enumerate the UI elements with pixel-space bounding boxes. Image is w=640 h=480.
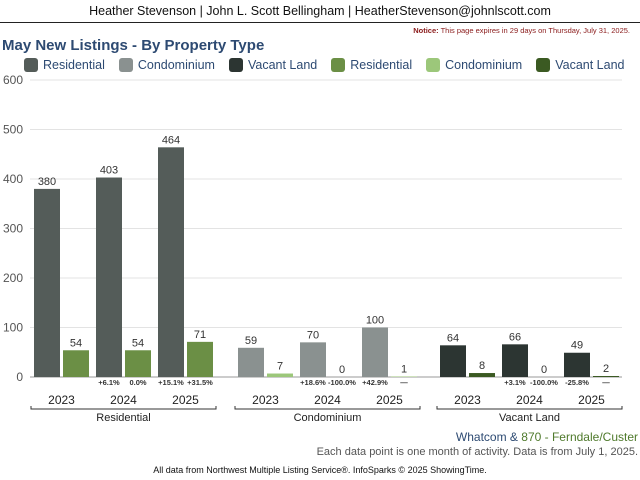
y-tick-label: 400 xyxy=(3,172,23,186)
bar-secondary xyxy=(593,376,619,377)
y-tick-label: 0 xyxy=(16,370,23,384)
legend-item-condominium-all[interactable]: Condominium xyxy=(118,58,215,72)
y-tick-label: 600 xyxy=(3,73,23,87)
legend-swatch xyxy=(228,58,243,72)
data-label: 49 xyxy=(571,340,583,352)
data-note: Each data point is one month of activity… xyxy=(316,446,638,458)
change-label: -100.0% xyxy=(328,378,356,387)
bar-primary xyxy=(564,352,590,377)
data-label: 7 xyxy=(277,361,283,373)
bar-primary xyxy=(34,188,60,377)
bar-secondary xyxy=(125,350,151,377)
group-bracket xyxy=(30,406,217,410)
chart-legend: Residential Condominium Vacant Land Resi… xyxy=(24,57,625,73)
x-tick-label-year: 2024 xyxy=(314,393,341,407)
data-label: 0 xyxy=(541,364,547,376)
bar-primary xyxy=(440,345,466,377)
data-label: 380 xyxy=(38,176,56,188)
legend-swatch xyxy=(426,58,441,72)
change-label: +15.1% xyxy=(158,378,184,387)
data-label: 54 xyxy=(132,337,144,349)
change-label: +42.9% xyxy=(362,378,388,387)
bar-primary xyxy=(502,344,528,377)
change-label: -100.0% xyxy=(530,378,558,387)
bar-secondary xyxy=(63,350,89,377)
x-tick-label-year: 2025 xyxy=(376,393,403,407)
data-label: 59 xyxy=(245,335,257,347)
area-amp: & xyxy=(506,430,522,444)
notice-label: Notice: xyxy=(413,26,439,35)
x-tick-label-year: 2024 xyxy=(110,393,137,407)
legend-item-residential-area[interactable]: Residential xyxy=(331,58,412,72)
change-label: -25.8% xyxy=(565,378,589,387)
legend-label: Residential xyxy=(350,58,413,72)
change-label: — xyxy=(400,378,408,387)
x-tick-label-year: 2023 xyxy=(252,393,279,407)
data-label: 54 xyxy=(70,337,82,349)
bar-primary xyxy=(362,327,388,377)
bar-secondary xyxy=(187,341,213,377)
change-label: +31.5% xyxy=(187,378,213,387)
legend-label: Condominium xyxy=(137,58,215,72)
data-label: 464 xyxy=(162,134,180,146)
bar-secondary xyxy=(469,373,495,377)
x-tick-label-year: 2025 xyxy=(578,393,605,407)
y-tick-label: 200 xyxy=(3,271,23,285)
x-tick-label-year: 2023 xyxy=(48,393,75,407)
legend-item-condominium-area[interactable]: Condominium xyxy=(426,58,522,72)
y-tick-label: 300 xyxy=(3,222,23,236)
chart-title: May New Listings - By Property Type xyxy=(2,37,265,54)
expiry-notice: Notice: This page expires in 29 days on … xyxy=(413,26,630,35)
legend-item-residential-all[interactable]: Residential xyxy=(24,58,105,72)
x-group-label: Residential xyxy=(96,412,150,424)
y-tick-label: 100 xyxy=(3,321,23,335)
change-label: +18.6% xyxy=(300,378,326,387)
data-label: 403 xyxy=(100,165,118,177)
legend-swatch xyxy=(536,58,551,72)
bar-primary xyxy=(238,347,264,377)
bar-primary xyxy=(96,177,122,377)
change-label: — xyxy=(602,378,610,387)
legend-swatch xyxy=(331,58,346,72)
data-label: 1 xyxy=(401,364,407,376)
legend-item-vacant-land-all[interactable]: Vacant Land xyxy=(228,58,318,72)
x-tick-label-year: 2024 xyxy=(516,393,543,407)
data-label: 66 xyxy=(509,331,521,343)
bar-secondary xyxy=(267,373,293,377)
data-label: 0 xyxy=(339,364,345,376)
bar-primary xyxy=(158,147,184,377)
area-label: Whatcom & 870 - Ferndale/Custer xyxy=(456,430,638,444)
bar-primary xyxy=(300,342,326,377)
legend-swatch xyxy=(24,58,38,72)
header-text: Heather Stevenson | John L. Scott Bellin… xyxy=(89,4,551,18)
data-label: 64 xyxy=(447,332,459,344)
legend-label: Vacant Land xyxy=(247,58,318,72)
legend-item-vacant-land-area[interactable]: Vacant Land xyxy=(536,58,625,72)
group-bracket xyxy=(234,406,421,410)
data-source: All data from Northwest Multiple Listing… xyxy=(153,465,487,475)
data-label: 70 xyxy=(307,329,319,341)
group-bracket xyxy=(436,406,623,410)
legend-swatch xyxy=(118,58,133,72)
change-label: 0.0% xyxy=(129,378,146,387)
data-label: 100 xyxy=(366,315,384,327)
x-group-label: Condominium xyxy=(294,412,362,424)
x-tick-label-year: 2025 xyxy=(172,393,199,407)
change-label: +3.1% xyxy=(504,378,526,387)
legend-label: Condominium xyxy=(445,58,523,72)
data-label: 71 xyxy=(194,329,206,341)
change-label: +6.1% xyxy=(98,378,120,387)
data-label: 8 xyxy=(479,360,485,372)
legend-label: Residential xyxy=(43,58,105,72)
area-name-2: 870 - Ferndale/Custer xyxy=(521,430,638,444)
x-tick-label-year: 2023 xyxy=(454,393,481,407)
x-group-label: Vacant Land xyxy=(499,412,560,424)
page-header: Heather Stevenson | John L. Scott Bellin… xyxy=(0,0,640,23)
area-name-1: Whatcom xyxy=(455,430,507,444)
y-tick-label: 500 xyxy=(3,123,23,137)
data-label: 2 xyxy=(603,363,609,375)
notice-text: This page expires in 29 days on Thursday… xyxy=(438,26,630,35)
legend-label: Vacant Land xyxy=(555,58,625,72)
